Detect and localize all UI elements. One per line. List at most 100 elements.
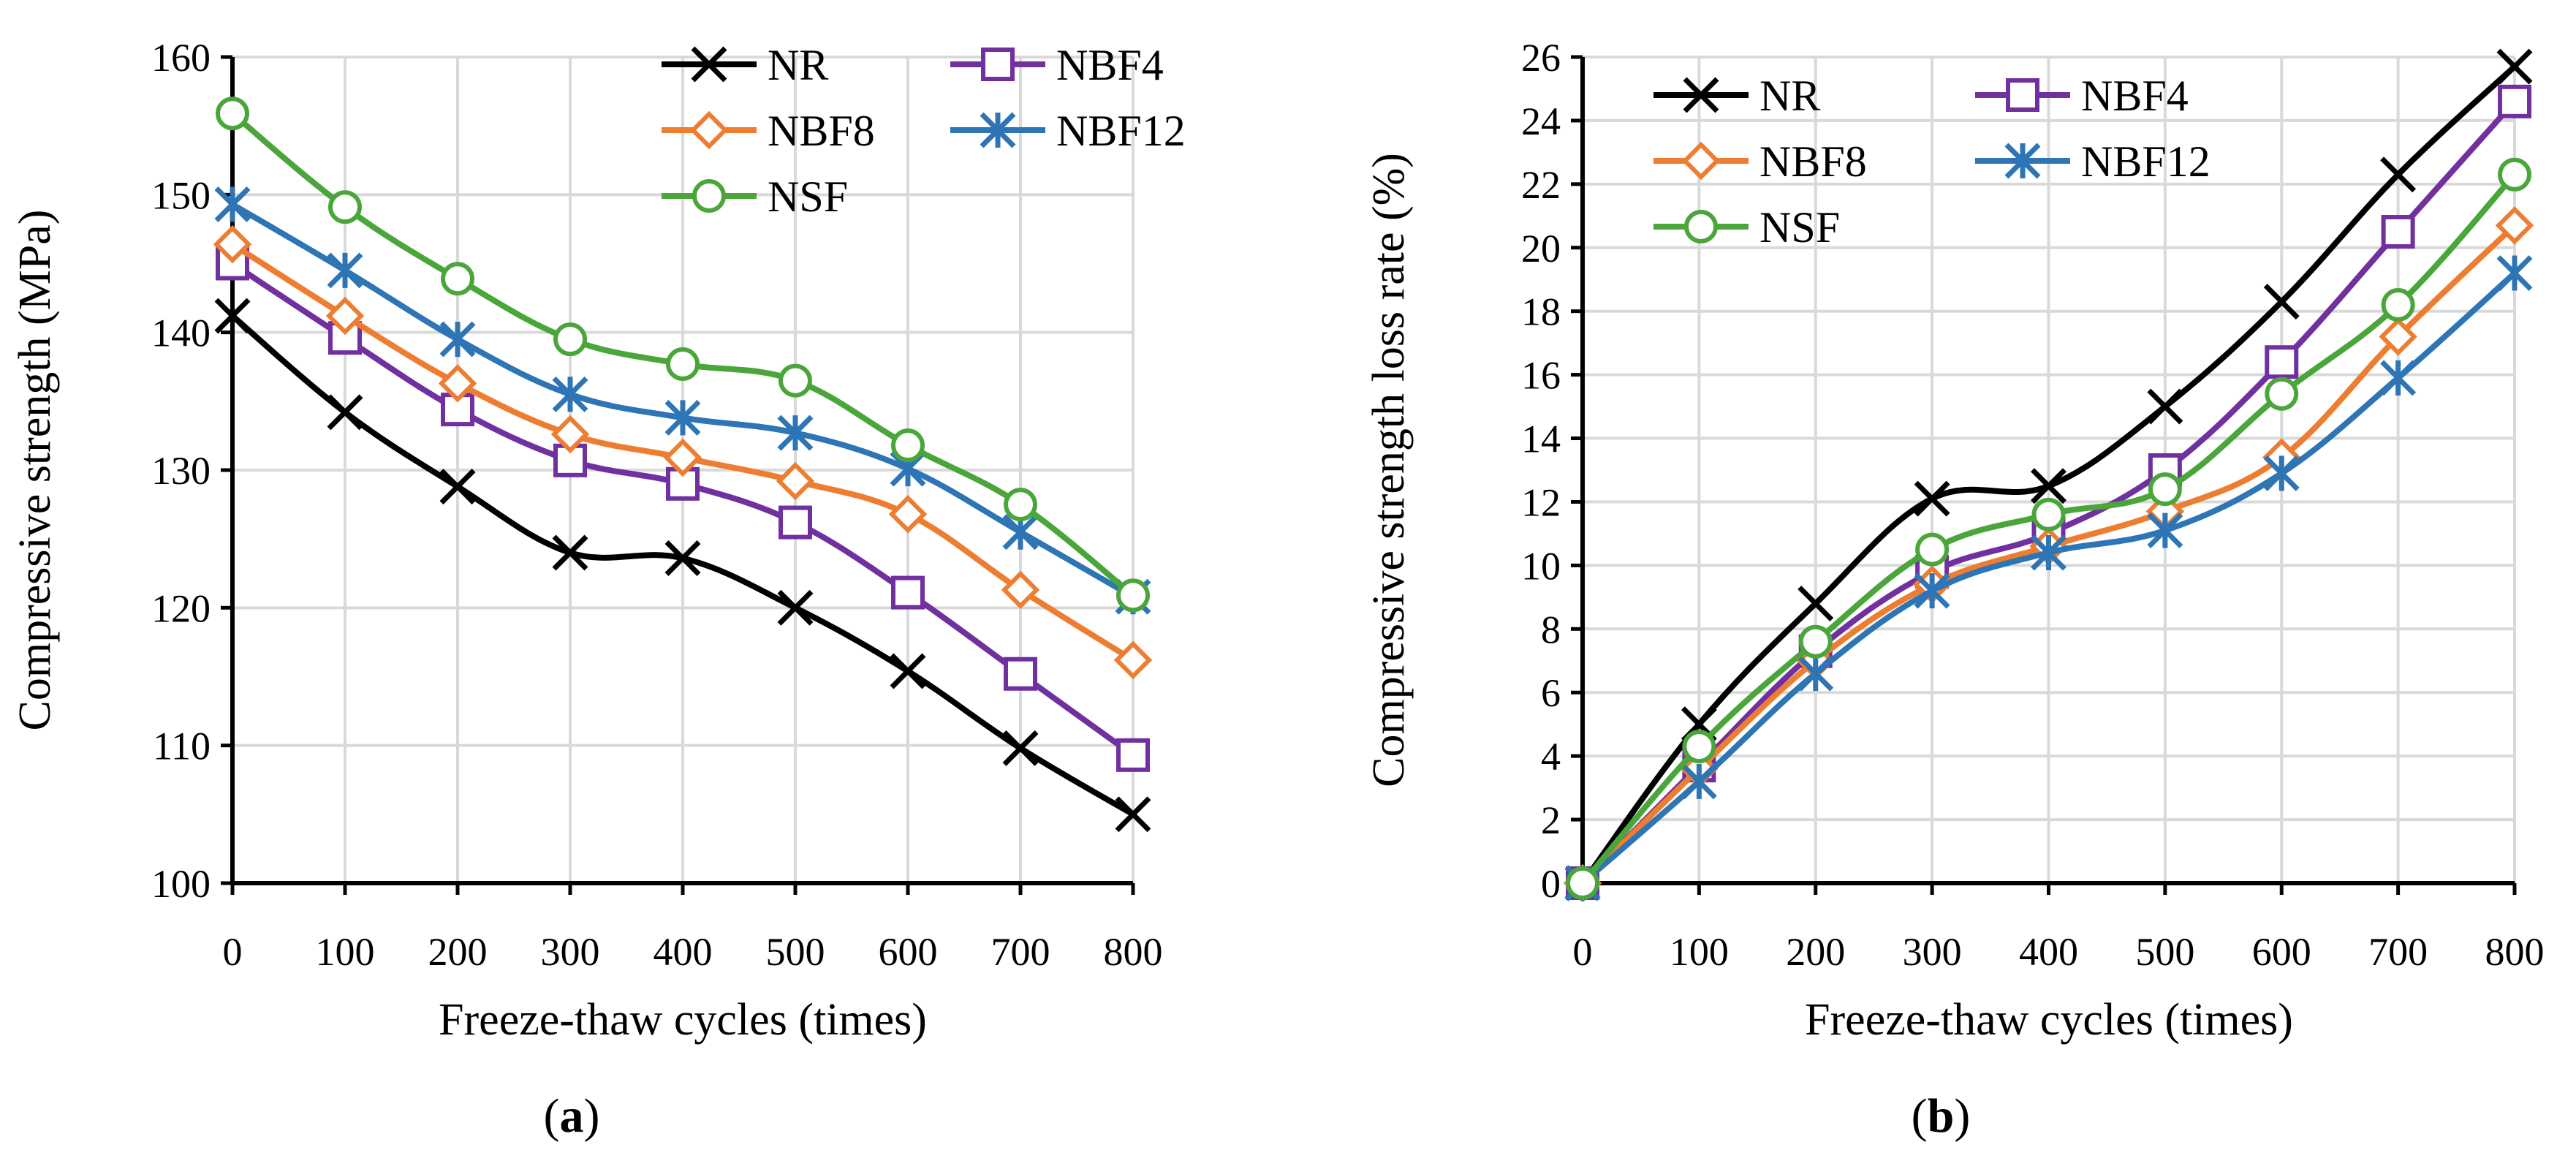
chart-b-point-nbf12-800 [2496, 255, 2533, 292]
chart-a-point-nr-400 [664, 540, 701, 577]
chart-b-point-nsf-800 [2498, 157, 2531, 192]
chart-a-ytick-label: 140 [151, 311, 211, 355]
chart-b-point-nsf-300 [1915, 532, 1950, 567]
chart-a-point-nbf8-0 [213, 224, 252, 264]
chart-b-ytick-label: 20 [1521, 227, 1561, 271]
chart-a-point-nsf-700 [1004, 488, 1037, 522]
chart-a-point-nbf12-0 [214, 186, 251, 222]
chart-b-legend-item-nbf12: NBF12 [1975, 137, 2211, 186]
chart-b-legend-item-nbf4: NBF4 [1975, 72, 2189, 120]
chart-a-legend-marker [692, 179, 726, 213]
chart-a-ylabel: Compressive strength (MPa) [10, 210, 60, 731]
chart-a-point-nr-700 [1002, 730, 1039, 766]
chart-b-xtick-label: 200 [1786, 930, 1845, 974]
chart-b-ytick-label: 16 [1521, 354, 1561, 398]
chart-b-legend-item-nbf8: NBF8 [1653, 137, 1867, 186]
chart-b-point-nbf12-600 [2263, 455, 2300, 491]
chart-b-point-nsf-400 [2031, 497, 2066, 531]
chart-a-point-nbf4-800 [1116, 738, 1150, 772]
chart-b-point-nr-200 [1797, 586, 1834, 622]
chart-b-ytick-label: 18 [1521, 290, 1561, 334]
chart-a-caption: (a) [544, 1089, 600, 1143]
chart-a-point-nbf12-500 [777, 415, 814, 451]
chart-a-point-nsf-300 [553, 322, 587, 357]
chart-a-ytick-label: 150 [151, 173, 211, 217]
chart-a-point-nsf-800 [1116, 578, 1150, 613]
chart-a-ytick-label: 110 [153, 725, 211, 768]
chart-a-legend-label: NBF8 [768, 107, 875, 155]
chart-b-point-nsf-0 [1566, 866, 1599, 900]
chart-a-legend-item-nbf4: NBF4 [950, 41, 1164, 89]
chart-b-xtick-label: 800 [2485, 930, 2545, 974]
chart-b-caption-letter: b [1928, 1089, 1955, 1143]
chart-b-legend-label: NBF4 [2081, 72, 2189, 120]
chart-b-legend-item-nsf: NSF [1653, 203, 1840, 251]
chart-a-legend-marker [689, 110, 729, 150]
chart-a-point-nsf-600 [891, 428, 925, 463]
chart-a-legend-item-nbf12: NBF12 [950, 107, 1186, 155]
chart-b-point-nbf4-700 [2381, 215, 2415, 249]
chart-a-xtick-label: 800 [1104, 930, 1163, 974]
chart-a-point-nbf8-100 [325, 296, 365, 336]
chart-a-point-nbf12-300 [552, 376, 588, 412]
chart-b-point-nr-500 [2147, 388, 2183, 425]
chart-b-ytick-label: 6 [1541, 671, 1561, 715]
chart-a-point-nbf12-200 [439, 321, 476, 357]
chart-b-ytick-label: 24 [1521, 99, 1561, 143]
chart-a-point-nr-100 [327, 394, 363, 431]
chart-a-point-nsf-0 [216, 97, 249, 131]
chart-a-xtick-label: 700 [991, 930, 1050, 974]
chart-b-legend-marker [2006, 78, 2039, 112]
chart-b-point-nbf12-400 [2031, 534, 2067, 571]
chart-b-legend-marker [1681, 141, 1721, 181]
chart-b-legend-item-nr: NR [1653, 72, 1820, 120]
chart-b-ytick-label: 4 [1541, 735, 1561, 779]
chart-b-ytick-label: 22 [1521, 163, 1561, 207]
chart-b-point-nr-600 [2263, 284, 2300, 320]
chart-b-xtick-label: 100 [1670, 930, 1729, 974]
chart-a-series-nbf12 [214, 186, 1151, 615]
chart-a-ytick-label: 130 [151, 449, 211, 493]
chart-b-ytick-label: 26 [1521, 36, 1561, 80]
chart-a-point-nbf8-300 [550, 415, 590, 454]
chart-a-legend-marker [981, 48, 1015, 81]
chart-b-point-nr-400 [2031, 468, 2067, 504]
chart-b-point-nr-300 [1914, 480, 1950, 517]
chart-b-legend-marker [1684, 210, 1718, 243]
chart-b-ylabel: Compressive strength loss rate (%) [1364, 153, 1414, 787]
chart-a-point-nr-0 [214, 298, 251, 334]
chart-a-point-nbf8-600 [888, 495, 928, 534]
chart-a-xtick-label: 200 [428, 930, 488, 974]
chart-a-series-nsf [216, 97, 1150, 613]
chart-b-ytick-label: 0 [1541, 862, 1561, 906]
chart-b-point-nsf-500 [2148, 472, 2182, 507]
chart-a-legend-item-nbf8: NBF8 [662, 107, 875, 155]
chart-a-xtick-label: 500 [766, 930, 825, 974]
chart-a-legend-label: NR [768, 41, 828, 89]
chart-a-point-nr-500 [777, 589, 814, 626]
chart-a-point-nsf-500 [779, 363, 812, 398]
chart-b-xtick-label: 600 [2252, 930, 2311, 974]
chart-a-ytick-label: 160 [151, 36, 211, 80]
chart-a-point-nr-300 [552, 534, 588, 571]
chart-b-point-nr-700 [2380, 156, 2417, 193]
chart-b-legend-label: NBF8 [1759, 137, 1867, 186]
chart-a-point-nr-200 [439, 469, 476, 505]
chart-a-point-nbf12-400 [664, 399, 701, 436]
chart-b-xtick-label: 300 [1903, 930, 1962, 974]
chart-b-point-nsf-700 [2381, 288, 2415, 322]
chart-a-point-nbf8-400 [663, 438, 702, 477]
chart-b-xtick-label: 500 [2135, 930, 2194, 974]
chart-a-xtick-label: 400 [654, 930, 713, 974]
chart-a-caption-letter: a [560, 1089, 584, 1143]
chart-b-point-nbf8-800 [2495, 206, 2534, 245]
chart-b-legend-label: NR [1759, 72, 1820, 120]
chart-b-series-nsf [1566, 157, 2531, 900]
chart-b-xtick-label: 700 [2368, 930, 2428, 974]
chart-b-point-nbf12-500 [2147, 512, 2183, 549]
chart-a-point-nbf8-200 [438, 364, 477, 403]
chart-a-series-nbf4 [216, 246, 1150, 772]
chart-b-point-nbf4-600 [2265, 345, 2299, 379]
